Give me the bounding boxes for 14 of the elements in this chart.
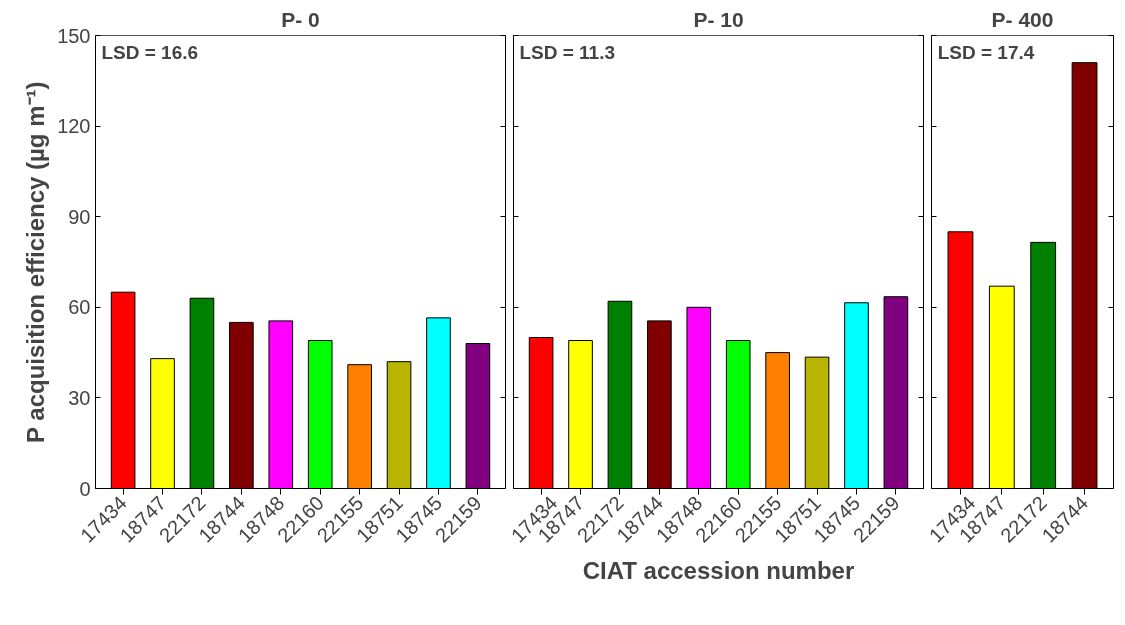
- y-tick-label: 30: [68, 386, 91, 409]
- y-tick-label: 0: [79, 477, 91, 500]
- annotation: LSD = 11.3: [519, 42, 616, 64]
- annotation: LSD = 16.6: [101, 42, 199, 64]
- chart-title: P- 10: [693, 7, 744, 31]
- y-axis-title: P acquisition efficiency (µg m⁻¹): [22, 81, 50, 443]
- y-tick-label: 120: [57, 115, 91, 138]
- chart-title: P- 400: [991, 7, 1054, 31]
- y-tick-label: 60: [68, 296, 91, 319]
- x-axis-title: CIAT accession number: [582, 556, 855, 584]
- annotation: LSD = 17.4: [937, 42, 1035, 64]
- chart-title: P- 0: [281, 7, 320, 31]
- y-tick-label: 90: [68, 205, 91, 228]
- y-tick-label: 150: [57, 24, 91, 47]
